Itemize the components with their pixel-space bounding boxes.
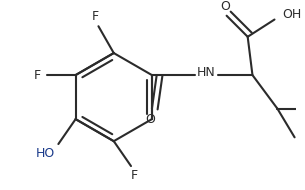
Text: F: F	[34, 69, 41, 82]
Text: O: O	[221, 0, 231, 13]
Text: F: F	[130, 169, 138, 182]
Text: HO: HO	[35, 147, 55, 160]
Text: HN: HN	[197, 66, 216, 79]
Text: O: O	[145, 113, 155, 126]
Text: F: F	[92, 10, 99, 23]
Text: OH: OH	[282, 8, 301, 21]
